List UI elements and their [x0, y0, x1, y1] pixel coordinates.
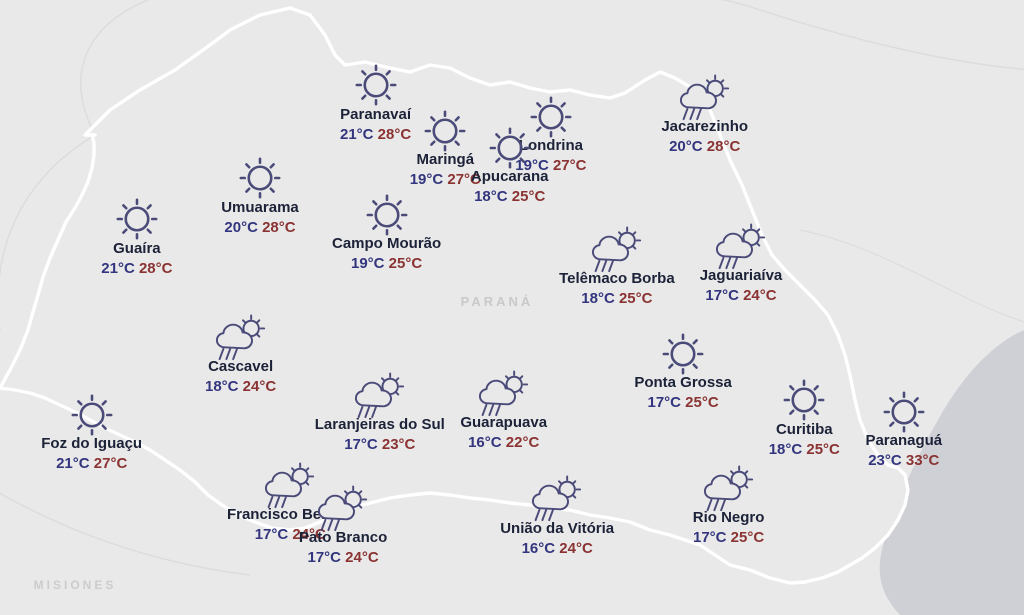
- svg-text:MISIONES: MISIONES: [34, 578, 117, 592]
